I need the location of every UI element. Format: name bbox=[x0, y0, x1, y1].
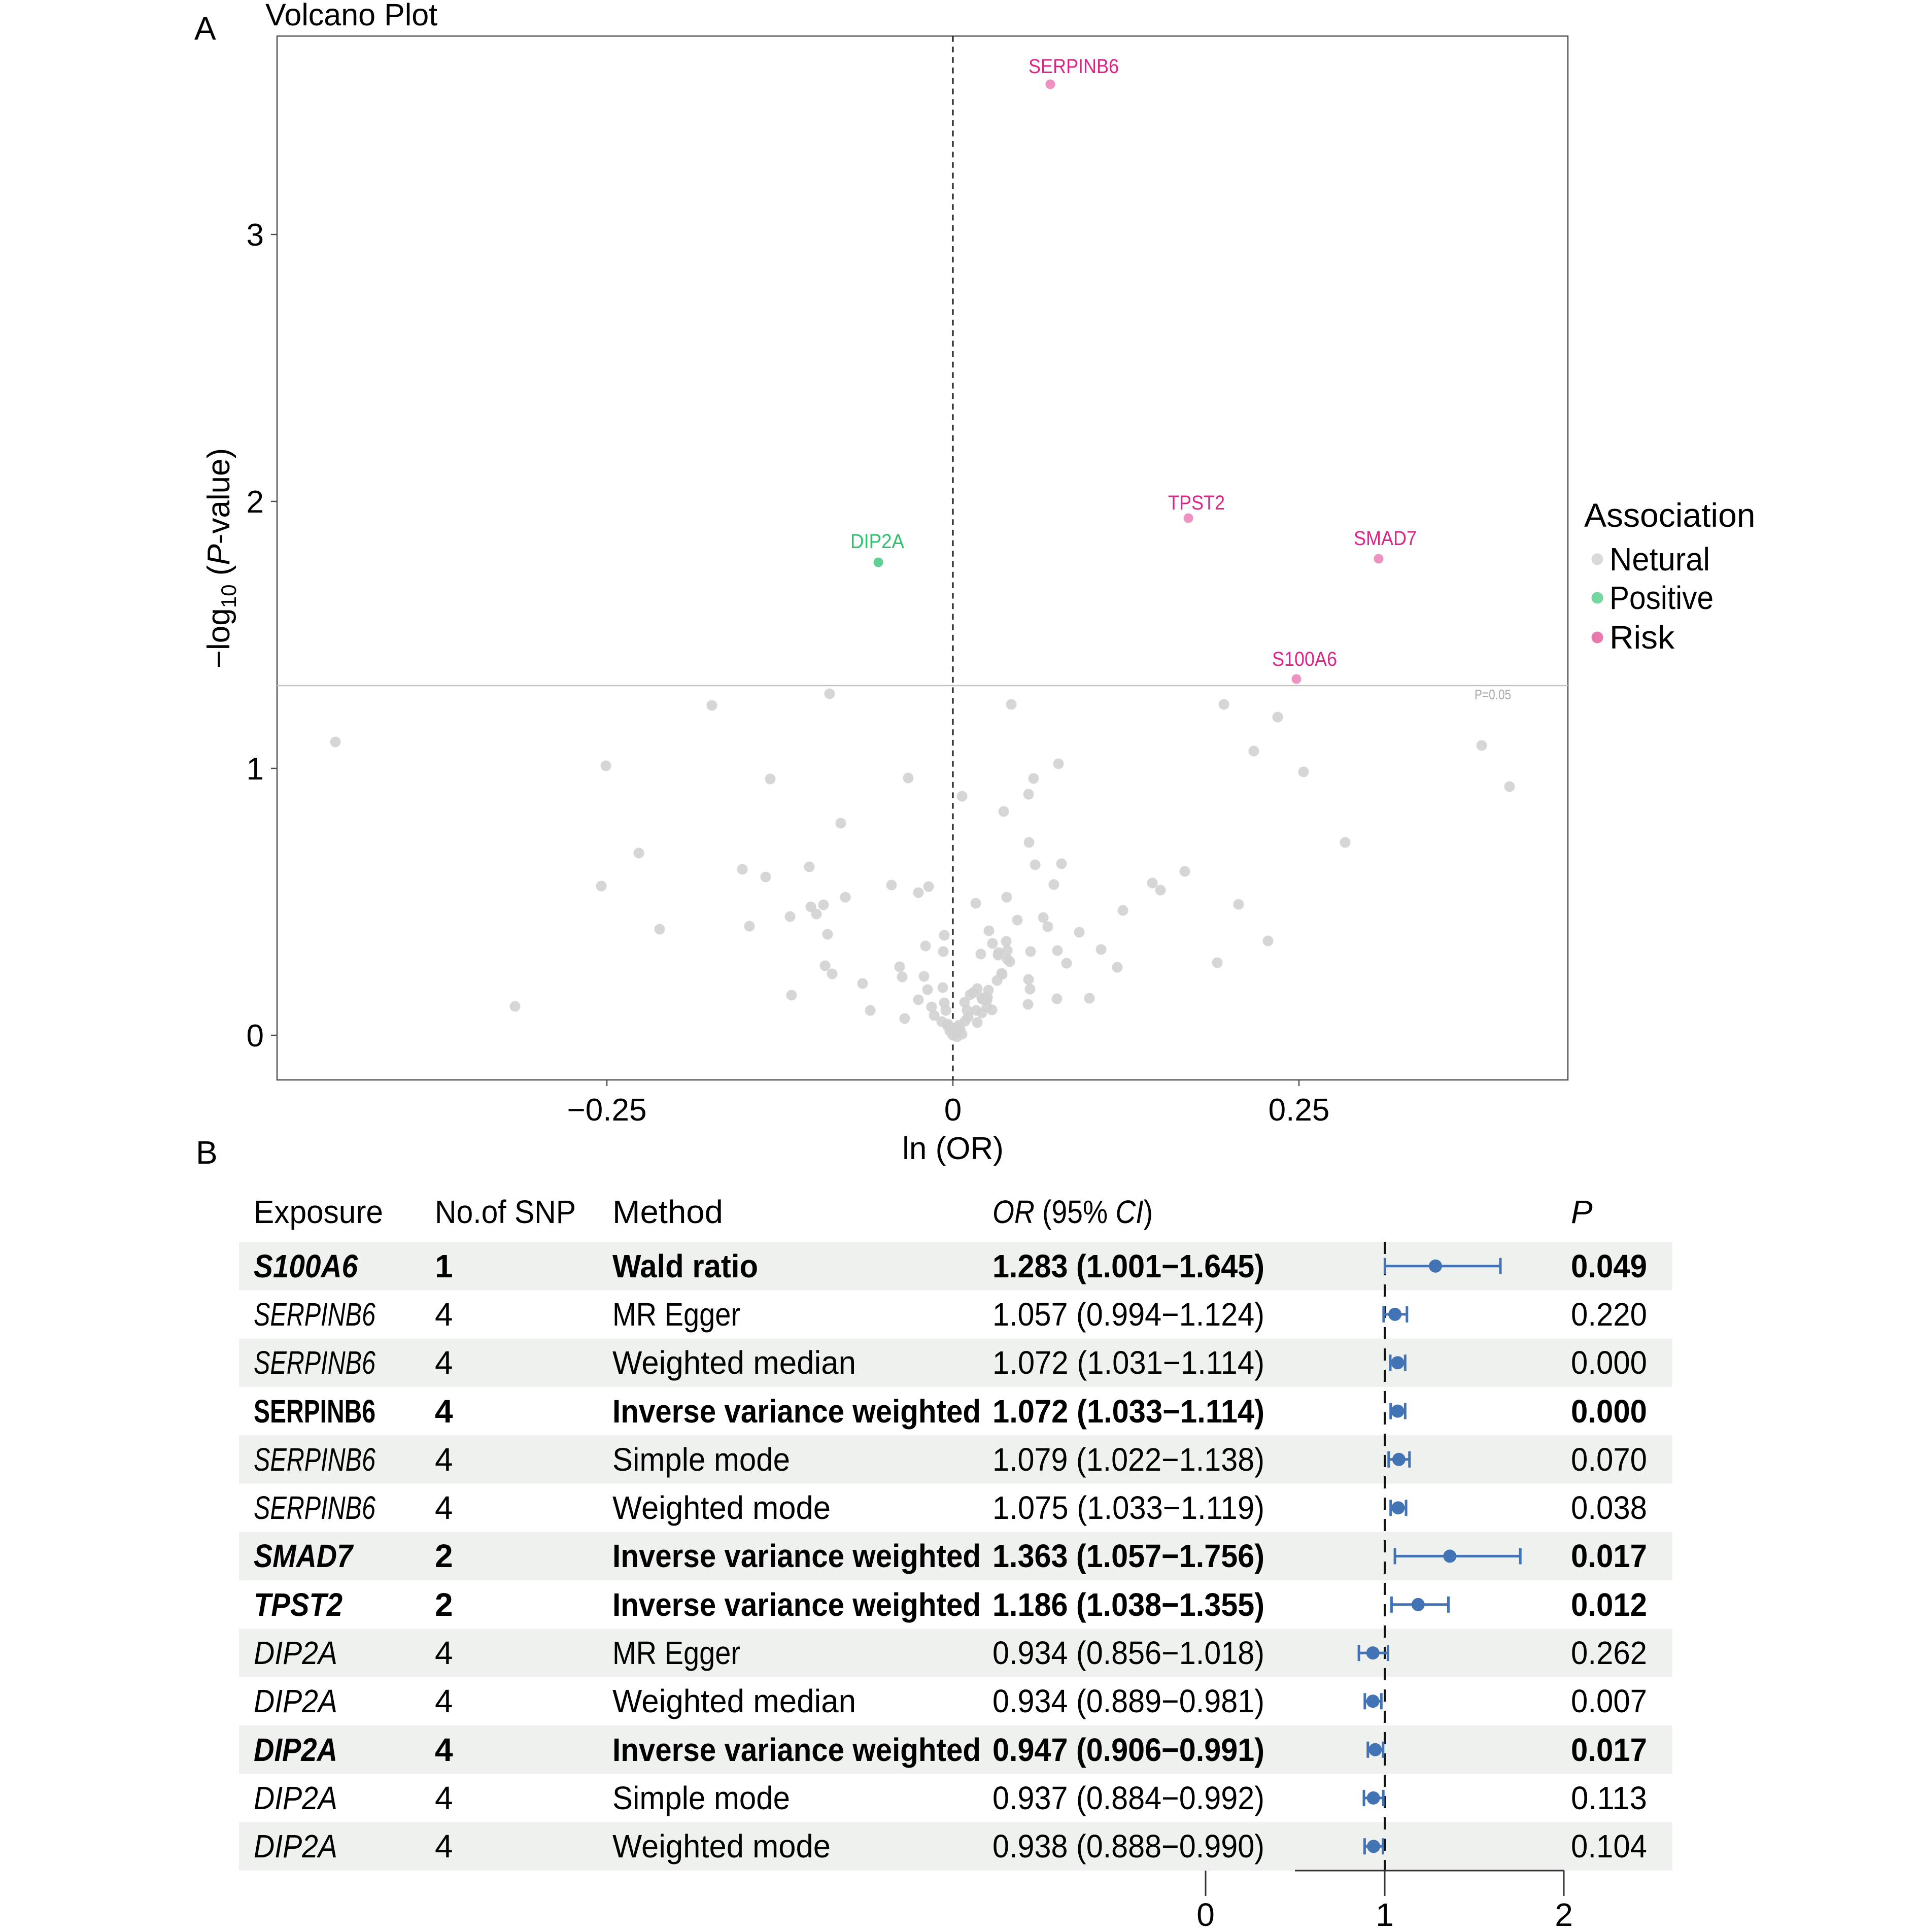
svg-text:DIP2A: DIP2A bbox=[254, 1683, 337, 1719]
svg-text:4: 4 bbox=[435, 1441, 453, 1478]
svg-text:Method: Method bbox=[612, 1194, 723, 1230]
svg-text:S100A6: S100A6 bbox=[254, 1248, 358, 1284]
svg-text:2: 2 bbox=[435, 1538, 453, 1574]
svg-text:SERPINB6: SERPINB6 bbox=[254, 1296, 375, 1333]
svg-text:0.938 (0.888−0.990): 0.938 (0.888−0.990) bbox=[992, 1828, 1264, 1865]
svg-text:0.049: 0.049 bbox=[1571, 1248, 1647, 1284]
svg-text:No.of SNP: No.of SNP bbox=[435, 1194, 576, 1230]
svg-text:0: 0 bbox=[944, 1093, 962, 1128]
svg-text:MR Egger: MR Egger bbox=[612, 1635, 740, 1671]
svg-text:0.104: 0.104 bbox=[1571, 1828, 1647, 1865]
svg-text:Netural: Netural bbox=[1609, 541, 1710, 578]
svg-text:1.363 (1.057−1.756): 1.363 (1.057−1.756) bbox=[992, 1538, 1264, 1574]
svg-text:4: 4 bbox=[435, 1489, 453, 1526]
svg-text:DIP2A: DIP2A bbox=[254, 1780, 337, 1816]
svg-text:Inverse variance weighted: Inverse variance weighted bbox=[612, 1732, 981, 1768]
svg-text:TPST2: TPST2 bbox=[1168, 492, 1225, 514]
svg-text:SMAD7: SMAD7 bbox=[254, 1538, 354, 1574]
svg-text:0.934 (0.856−1.018): 0.934 (0.856−1.018) bbox=[992, 1635, 1264, 1671]
svg-text:Risk: Risk bbox=[1609, 619, 1675, 656]
svg-text:2: 2 bbox=[247, 485, 264, 520]
svg-text:1.072 (1.031−1.114): 1.072 (1.031−1.114) bbox=[992, 1344, 1264, 1381]
svg-text:Weighted mode: Weighted mode bbox=[612, 1828, 831, 1865]
svg-text:0: 0 bbox=[247, 1019, 264, 1054]
svg-text:0.070: 0.070 bbox=[1571, 1441, 1647, 1478]
svg-text:SERPINB6: SERPINB6 bbox=[254, 1344, 375, 1381]
svg-text:0.007: 0.007 bbox=[1571, 1683, 1647, 1719]
svg-text:Inverse variance weighted: Inverse variance weighted bbox=[612, 1586, 981, 1623]
svg-text:0.934 (0.889−0.981): 0.934 (0.889−0.981) bbox=[992, 1683, 1264, 1719]
svg-text:0.000: 0.000 bbox=[1571, 1393, 1647, 1430]
svg-text:P=0.05: P=0.05 bbox=[1475, 687, 1511, 702]
svg-text:Exposure: Exposure bbox=[254, 1194, 383, 1230]
svg-text:Simple mode: Simple mode bbox=[612, 1780, 790, 1816]
svg-text:OR (95% CI): OR (95% CI) bbox=[992, 1194, 1153, 1230]
svg-text:4: 4 bbox=[435, 1635, 453, 1671]
svg-text:0.947 (0.906−0.991): 0.947 (0.906−0.991) bbox=[992, 1732, 1264, 1768]
svg-text:4: 4 bbox=[435, 1683, 453, 1719]
svg-text:0.113: 0.113 bbox=[1571, 1780, 1647, 1816]
svg-text:Positive: Positive bbox=[1609, 580, 1714, 616]
svg-text:Weighted median: Weighted median bbox=[612, 1683, 856, 1719]
svg-text:B: B bbox=[196, 1134, 218, 1171]
svg-text:−log10 (P-value): −log10 (P-value) bbox=[201, 448, 241, 668]
svg-text:4: 4 bbox=[435, 1393, 453, 1430]
svg-text:0.220: 0.220 bbox=[1571, 1296, 1647, 1333]
svg-text:DIP2A: DIP2A bbox=[254, 1635, 337, 1671]
svg-text:2: 2 bbox=[435, 1586, 453, 1623]
svg-text:2: 2 bbox=[1555, 1896, 1573, 1929]
svg-text:SERPINB6: SERPINB6 bbox=[254, 1441, 375, 1478]
svg-text:S100A6: S100A6 bbox=[1272, 648, 1337, 670]
svg-text:0.000: 0.000 bbox=[1571, 1344, 1647, 1381]
svg-text:DIP2A: DIP2A bbox=[254, 1828, 337, 1865]
svg-text:4: 4 bbox=[435, 1828, 453, 1865]
svg-text:TPST2: TPST2 bbox=[254, 1586, 342, 1623]
svg-text:Volcano Plot: Volcano Plot bbox=[265, 0, 437, 32]
svg-text:0.017: 0.017 bbox=[1571, 1732, 1647, 1768]
svg-text:Inverse variance weighted: Inverse variance weighted bbox=[612, 1538, 981, 1574]
svg-text:1.075 (1.033−1.119): 1.075 (1.033−1.119) bbox=[992, 1489, 1264, 1526]
svg-text:SERPINB6: SERPINB6 bbox=[254, 1489, 375, 1526]
svg-text:3: 3 bbox=[247, 218, 264, 253]
svg-text:1: 1 bbox=[435, 1248, 453, 1284]
svg-text:4: 4 bbox=[435, 1732, 453, 1768]
svg-text:0.262: 0.262 bbox=[1571, 1635, 1647, 1671]
svg-text:0.937 (0.884−0.992): 0.937 (0.884−0.992) bbox=[992, 1780, 1264, 1816]
svg-text:MR Egger: MR Egger bbox=[612, 1296, 740, 1333]
svg-text:Wald ratio: Wald ratio bbox=[612, 1248, 758, 1284]
svg-text:Association: Association bbox=[1584, 496, 1756, 534]
svg-text:1.072 (1.033−1.114): 1.072 (1.033−1.114) bbox=[992, 1393, 1264, 1430]
svg-text:0: 0 bbox=[1196, 1896, 1215, 1929]
svg-text:0.017: 0.017 bbox=[1571, 1538, 1647, 1574]
svg-text:4: 4 bbox=[435, 1344, 453, 1381]
svg-text:Weighted median: Weighted median bbox=[612, 1344, 856, 1381]
svg-text:0.012: 0.012 bbox=[1571, 1586, 1647, 1623]
svg-text:DIP2A: DIP2A bbox=[850, 530, 904, 553]
svg-text:4: 4 bbox=[435, 1296, 453, 1333]
svg-text:SERPINB6: SERPINB6 bbox=[1029, 55, 1119, 78]
svg-text:Simple mode: Simple mode bbox=[612, 1441, 790, 1478]
svg-text:ln (OR): ln (OR) bbox=[902, 1131, 1004, 1166]
svg-text:SERPINB6: SERPINB6 bbox=[254, 1393, 375, 1430]
svg-text:Inverse variance weighted: Inverse variance weighted bbox=[612, 1393, 981, 1430]
svg-text:DIP2A: DIP2A bbox=[254, 1732, 337, 1768]
svg-text:1.057 (0.994−1.124): 1.057 (0.994−1.124) bbox=[992, 1296, 1264, 1333]
svg-text:P: P bbox=[1571, 1194, 1593, 1230]
svg-text:1: 1 bbox=[247, 752, 264, 787]
svg-text:1.186 (1.038−1.355): 1.186 (1.038−1.355) bbox=[992, 1586, 1264, 1623]
svg-text:1: 1 bbox=[1376, 1896, 1394, 1929]
svg-text:A: A bbox=[194, 10, 216, 47]
svg-text:4: 4 bbox=[435, 1780, 453, 1816]
svg-text:1.283 (1.001−1.645): 1.283 (1.001−1.645) bbox=[992, 1248, 1264, 1284]
svg-text:1.079 (1.022−1.138): 1.079 (1.022−1.138) bbox=[992, 1441, 1264, 1478]
svg-text:0.25: 0.25 bbox=[1269, 1093, 1330, 1128]
svg-text:Weighted mode: Weighted mode bbox=[612, 1489, 831, 1526]
svg-text:SMAD7: SMAD7 bbox=[1354, 527, 1417, 550]
svg-text:0.038: 0.038 bbox=[1571, 1489, 1647, 1526]
svg-text:−0.25: −0.25 bbox=[567, 1093, 647, 1128]
